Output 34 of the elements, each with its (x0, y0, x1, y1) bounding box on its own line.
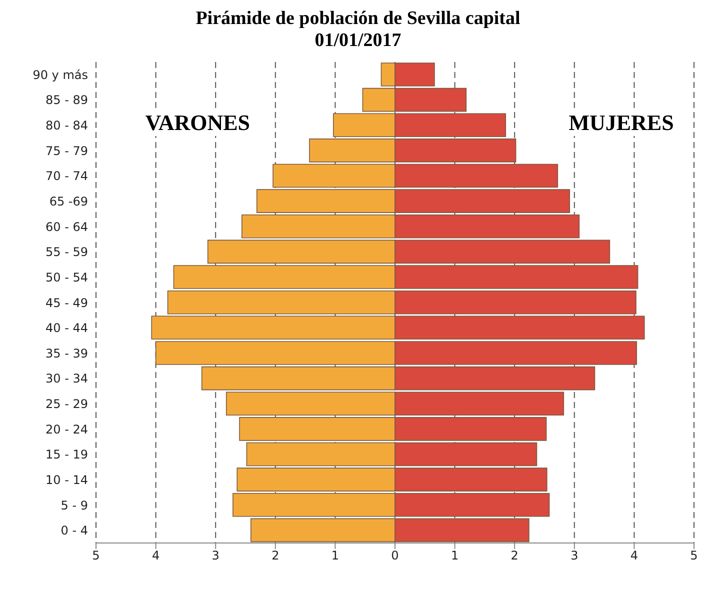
x-tick-label: 4 (152, 548, 160, 563)
series-label: VARONES (132, 110, 263, 136)
x-tick-label: 1 (331, 548, 340, 563)
y-tick-label: 50 - 54 (46, 270, 88, 284)
y-tick-label: 0 - 4 (60, 524, 88, 538)
y-tick-label: 85 - 89 (46, 93, 88, 108)
y-tick-label: 5 - 9 (60, 498, 88, 512)
series-label: MUJERES (556, 110, 686, 136)
x-tick-label: 3 (212, 548, 220, 563)
y-tick-label: 10 - 14 (46, 472, 88, 487)
y-tick-label: 65 -69 (49, 194, 88, 208)
chart-subtitle: 01/01/2017 (314, 30, 402, 52)
y-tick-label: 60 - 64 (46, 220, 88, 234)
x-tick-label: 5 (92, 548, 100, 563)
x-tick-label: 5 (690, 548, 698, 563)
y-tick-label: 80 - 84 (46, 118, 88, 133)
x-tick-label: 4 (630, 548, 638, 563)
y-tick-label: 70 - 74 (46, 169, 88, 184)
y-tick-label: 45 - 49 (46, 296, 88, 310)
x-tick-label: 1 (450, 548, 459, 563)
y-tick-label: 35 - 39 (46, 346, 88, 360)
chart-title: Pirámide de población de Sevilla capital (194, 8, 522, 30)
y-tick-label: 40 - 44 (46, 321, 88, 336)
y-tick-label: 55 - 59 (46, 245, 88, 260)
x-tick-label: 3 (570, 548, 578, 563)
x-tick-label: 2 (510, 548, 518, 563)
y-tick-label: 20 - 24 (46, 422, 88, 436)
y-tick-label: 30 - 34 (46, 372, 88, 386)
x-tick-label: 2 (272, 548, 280, 563)
y-tick-label: 15 - 19 (46, 448, 88, 462)
x-tick-label: 0 (391, 548, 399, 563)
y-tick-label: 90 y más (32, 68, 88, 82)
y-tick-label: 25 - 29 (46, 397, 88, 412)
y-tick-label: 75 - 79 (46, 144, 88, 158)
